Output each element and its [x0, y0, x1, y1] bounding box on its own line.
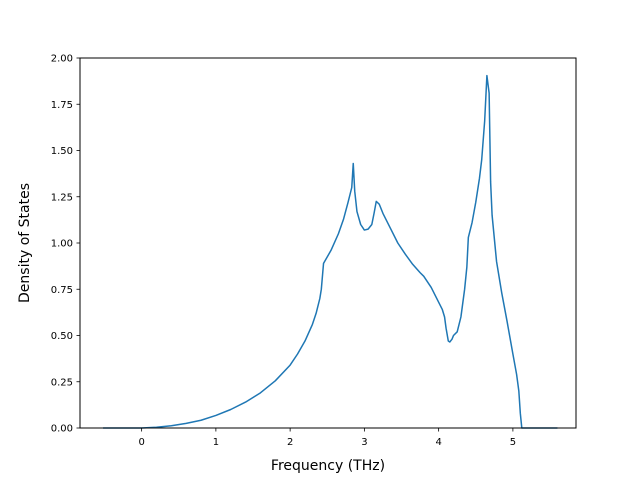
- x-axis-label: Frequency (THz): [271, 458, 385, 474]
- x-tick-label: 1: [213, 437, 219, 448]
- x-tick-label: 3: [361, 437, 367, 448]
- x-axis-ticks: 0 1 2 3 4 5: [138, 428, 516, 448]
- series-layer: [103, 74, 558, 429]
- y-tick-label: 1.50: [51, 146, 73, 157]
- plot-area-background: [80, 58, 576, 428]
- y-axis-label: Density of States: [17, 183, 33, 303]
- y-tick-label: 1.25: [51, 192, 73, 203]
- x-tick-label: 0: [138, 437, 144, 448]
- x-tick-label: 4: [435, 437, 441, 448]
- y-tick-label: 0.75: [51, 285, 73, 296]
- y-tick-label: 0.50: [51, 331, 73, 342]
- dos-series-line-0: [103, 74, 558, 429]
- y-tick-label: 1.75: [51, 100, 73, 111]
- y-tick-label: 2.00: [51, 54, 73, 65]
- y-tick-label: 0.25: [51, 377, 73, 388]
- x-tick-label: 5: [510, 437, 516, 448]
- y-tick-label: 0.00: [51, 424, 73, 435]
- y-axis-ticks: 0.00 0.25 0.50 0.75 1.00 1.25 1.50 1.75 2.00: [51, 54, 80, 435]
- x-tick-label: 2: [287, 437, 293, 448]
- y-tick-label: 1.00: [51, 239, 73, 250]
